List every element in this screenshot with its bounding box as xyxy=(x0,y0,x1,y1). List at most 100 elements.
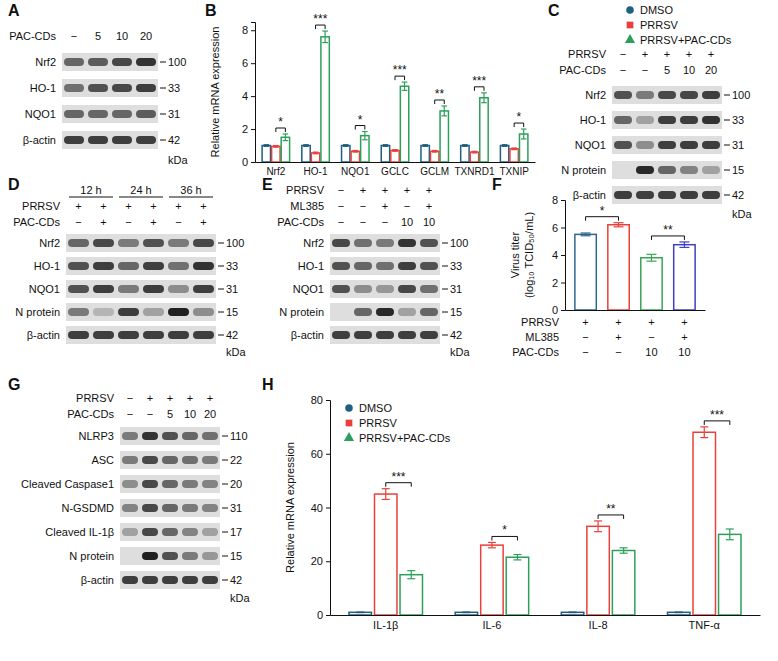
error-bar xyxy=(488,542,496,547)
significance-label: ** xyxy=(663,223,673,237)
significance-label: ** xyxy=(606,502,616,516)
legend-label: DMSO xyxy=(359,402,392,414)
blot-panel: D12 h24 h36 hPRRSV++++++PAC-CDs−+−+−+Nrf… xyxy=(8,176,246,358)
kda-label: 15 xyxy=(230,550,242,562)
condition-value: 10 xyxy=(116,30,128,42)
protein-label: β-actin xyxy=(23,134,56,146)
condition-value: − xyxy=(338,200,344,212)
lane-group-rule xyxy=(119,197,163,198)
tick-mark xyxy=(251,30,255,31)
condition-value: − xyxy=(71,30,77,42)
protein-label: Nrf2 xyxy=(39,237,60,249)
lane-group-rule xyxy=(169,197,213,198)
significance-label: * xyxy=(517,110,522,124)
blot-strip xyxy=(66,280,216,298)
condition-label: PAC-CDs xyxy=(13,216,60,228)
blot-panel: GPRRSV−++++PAC-CDs−−51020NLRP3110ASC22Cl… xyxy=(8,376,250,604)
band xyxy=(680,166,698,174)
blot-strip xyxy=(120,427,220,445)
x-axis: Nrf2HO-1NQO1GCLCGCLMTXNRD1TXNIP xyxy=(256,162,536,177)
band xyxy=(680,91,698,99)
bar xyxy=(351,151,359,162)
band xyxy=(420,285,438,293)
error-bar xyxy=(481,93,487,103)
error-bar xyxy=(422,145,428,147)
condition-value: + xyxy=(187,392,193,404)
kda-label: 33 xyxy=(732,114,744,126)
protein-label: N protein xyxy=(279,306,324,318)
condition-value: 10 xyxy=(184,408,196,420)
kda-label: 22 xyxy=(230,454,242,466)
tick-label: 8 xyxy=(242,24,248,36)
band xyxy=(122,528,138,536)
band xyxy=(332,239,350,247)
condition-value: 20 xyxy=(705,64,717,76)
kda-label: 15 xyxy=(450,306,462,318)
error-bar xyxy=(502,145,508,147)
condition-value: + xyxy=(382,184,388,196)
tick-mark xyxy=(251,96,255,97)
bar xyxy=(470,152,478,162)
kda-label: 31 xyxy=(732,139,744,151)
condition-value: − xyxy=(338,184,344,196)
condition-label: PRRSV xyxy=(568,48,607,60)
band xyxy=(193,239,214,247)
bar xyxy=(311,153,319,162)
band xyxy=(68,239,89,247)
protein-label: N-GSDMD xyxy=(61,502,114,514)
band xyxy=(118,308,139,316)
condition-value: 10 xyxy=(423,216,435,228)
x-axis xyxy=(566,310,706,312)
error-bar xyxy=(303,145,309,147)
band xyxy=(168,262,189,270)
condition-value: − xyxy=(648,331,654,343)
condition-value: + xyxy=(175,200,181,212)
legend-symbol xyxy=(344,432,354,441)
bar xyxy=(400,575,422,615)
band xyxy=(162,504,178,512)
significance-label: *** xyxy=(472,74,486,88)
band xyxy=(162,432,178,440)
condition-value: 5 xyxy=(95,30,101,42)
band xyxy=(162,552,178,560)
band xyxy=(93,239,114,247)
x-axis: IL-1βIL-6IL-8TNF-α xyxy=(331,615,761,631)
bar xyxy=(668,612,690,615)
band xyxy=(162,576,178,584)
legend-label: PRRSV+PAC-CDs xyxy=(640,34,732,46)
tick-label: 60 xyxy=(311,448,323,460)
kda-label: 42 xyxy=(450,329,462,341)
error-bar xyxy=(432,150,438,152)
blot-strip xyxy=(120,547,220,565)
plot-area xyxy=(262,31,528,162)
tick-mark xyxy=(326,454,330,455)
band xyxy=(122,432,138,440)
band xyxy=(332,331,350,339)
error-bar xyxy=(462,145,468,147)
axis-line xyxy=(561,201,566,311)
tick-label: 0 xyxy=(317,609,323,621)
tick: TXNIP xyxy=(499,162,529,177)
bar xyxy=(281,137,289,162)
band xyxy=(376,331,394,339)
legend-symbol xyxy=(346,420,353,427)
tick: 60 xyxy=(311,448,330,460)
condition-value: + xyxy=(100,216,106,228)
tick: TNF-α xyxy=(689,615,721,631)
axis-line xyxy=(256,162,536,163)
condition-value: − xyxy=(582,346,588,358)
kda-label: 33 xyxy=(226,260,238,272)
kda-dash xyxy=(724,195,730,196)
axis-line xyxy=(251,23,256,163)
band xyxy=(658,166,676,174)
tick-label: HO-1 xyxy=(304,166,328,177)
condition-value: + xyxy=(648,316,654,328)
kda-label: 20 xyxy=(230,478,242,490)
error-bar xyxy=(462,612,470,614)
condition-value: 10 xyxy=(678,346,690,358)
axis-title: Relative mRNA expression xyxy=(284,442,296,573)
tick: 4 xyxy=(552,249,565,261)
band xyxy=(202,456,218,464)
kda-label: 100 xyxy=(450,237,468,249)
kda-dash xyxy=(724,145,730,146)
